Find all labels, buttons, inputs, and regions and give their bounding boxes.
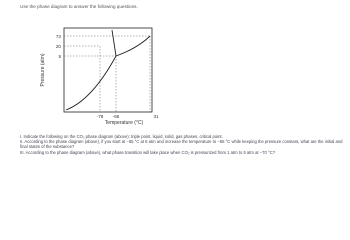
sublimation-curve	[65, 55, 117, 111]
vaporization-curve	[115, 35, 151, 57]
y-axis-label: Pressure (atm)	[40, 53, 46, 86]
question: II. According to the phase diagram (abov…	[20, 139, 343, 150]
y-tick-label: 20	[56, 44, 62, 49]
y-tick-label: 5	[58, 54, 61, 59]
melting-curve	[111, 29, 117, 57]
y-tick-label: 73	[56, 34, 62, 39]
phase-diagram: Pressure (atm) Temperature (°C) 73 20 5 …	[40, 27, 159, 126]
page: {"header": {"title": "Use the phase diag…	[20, 4, 345, 155]
instructions: Use the phase diagram to answer the foll…	[20, 4, 138, 9]
x-tick-label: -78	[97, 114, 104, 119]
question: I. Indicate the following on the CO₂ pha…	[20, 134, 223, 139]
x-tick-label: -65	[113, 114, 120, 119]
x-tick-label: 31	[153, 114, 159, 119]
plot-frame	[63, 27, 153, 113]
question-list: I. Indicate the following on the CO₂ pha…	[20, 134, 345, 155]
x-axis-label: Temperature (°C)	[105, 120, 144, 126]
question: III. According to the phase diagram (abo…	[20, 149, 276, 155]
